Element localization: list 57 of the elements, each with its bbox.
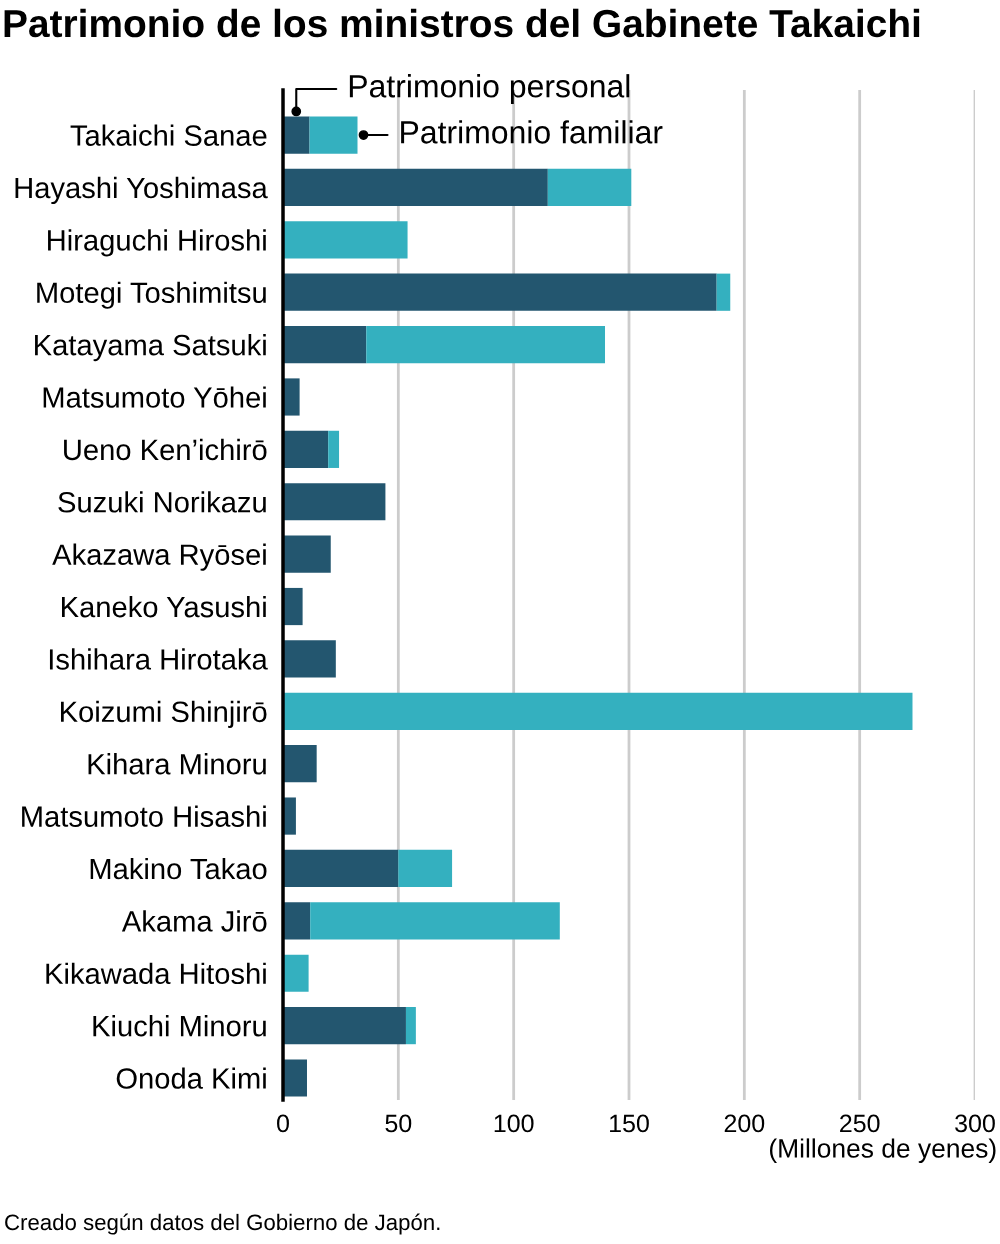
x-tick-label: 0 bbox=[277, 1114, 289, 1133]
text: Creado según datos del Gobierno de Japón. bbox=[5, 1213, 440, 1235]
y-tick-label: Kikawada Hitoshi bbox=[46, 962, 266, 985]
bar bbox=[283, 430, 329, 468]
series-label: Patrimonio personal bbox=[349, 74, 630, 104]
y-tick-label: Onoda Kimi bbox=[116, 1067, 266, 1089]
y-tick-label: Akazawa Ryōsei bbox=[52, 543, 266, 571]
bar bbox=[283, 483, 386, 521]
bar bbox=[398, 849, 453, 888]
y-tick-label: Motegi Toshimitsu bbox=[37, 281, 266, 309]
y-tick-label: Matsumoto Hisashi bbox=[22, 805, 266, 827]
y-tick-label: Akama Jirō bbox=[121, 910, 267, 932]
y-tick-label: Hiraguchi Hiroshi bbox=[48, 229, 266, 257]
bar bbox=[283, 168, 548, 207]
y-tick-label: Matsumoto Yōhei bbox=[43, 386, 266, 408]
bar bbox=[310, 902, 560, 940]
bar bbox=[405, 1007, 416, 1045]
y-tick-label: Ishihara Hirotaka bbox=[49, 648, 268, 670]
bar bbox=[283, 535, 331, 573]
bar bbox=[716, 273, 731, 311]
bar bbox=[283, 273, 717, 311]
bar bbox=[283, 326, 367, 364]
chart-title: Patrimonio de los ministros del Gabinete Takaichi bbox=[4, 8, 920, 38]
x-tick-label: 100 bbox=[494, 1114, 534, 1133]
bar bbox=[328, 430, 340, 468]
y-tick-label: Suzuki Norikazu bbox=[58, 491, 266, 513]
x-tick-label: 250 bbox=[840, 1114, 880, 1133]
y-tick-label: Katayama Satsuki bbox=[35, 334, 266, 362]
x-tick-label: 300 bbox=[955, 1114, 995, 1133]
bar bbox=[283, 116, 310, 154]
x-tick-label: 150 bbox=[610, 1114, 649, 1133]
y-tick-label: Kaneko Yasushi bbox=[62, 595, 266, 618]
bar bbox=[283, 587, 303, 626]
x-tick-label: 200 bbox=[724, 1114, 765, 1133]
bar bbox=[283, 378, 300, 416]
bar bbox=[366, 326, 606, 364]
x-tick-label: 50 bbox=[385, 1114, 412, 1133]
bar bbox=[309, 116, 358, 154]
y-tick-label: Kihara Minoru bbox=[88, 753, 266, 775]
bar bbox=[283, 1059, 307, 1097]
y-tick-label: Kiuchi Minoru bbox=[93, 1015, 266, 1037]
y-tick-label: Koizumi Shinjirō bbox=[61, 700, 267, 728]
y-tick-label: Ueno Ken’ichirō bbox=[64, 438, 267, 461]
x-axis-title: (Millones de yenes) bbox=[769, 1138, 996, 1163]
bar bbox=[283, 221, 408, 259]
bar bbox=[283, 902, 311, 940]
bar bbox=[283, 849, 399, 888]
bar bbox=[283, 954, 309, 992]
y-tick-label: Makino Takao bbox=[90, 857, 267, 880]
bar bbox=[283, 692, 913, 730]
bar bbox=[283, 1007, 406, 1045]
y-tick-label: Hayashi Yoshimasa bbox=[15, 176, 268, 205]
y-tick-label: Takaichi Sanae bbox=[70, 124, 267, 146]
bar bbox=[283, 640, 336, 678]
series-label: Patrimonio familiar bbox=[401, 120, 663, 144]
bar bbox=[283, 745, 317, 783]
bar bbox=[547, 168, 632, 207]
